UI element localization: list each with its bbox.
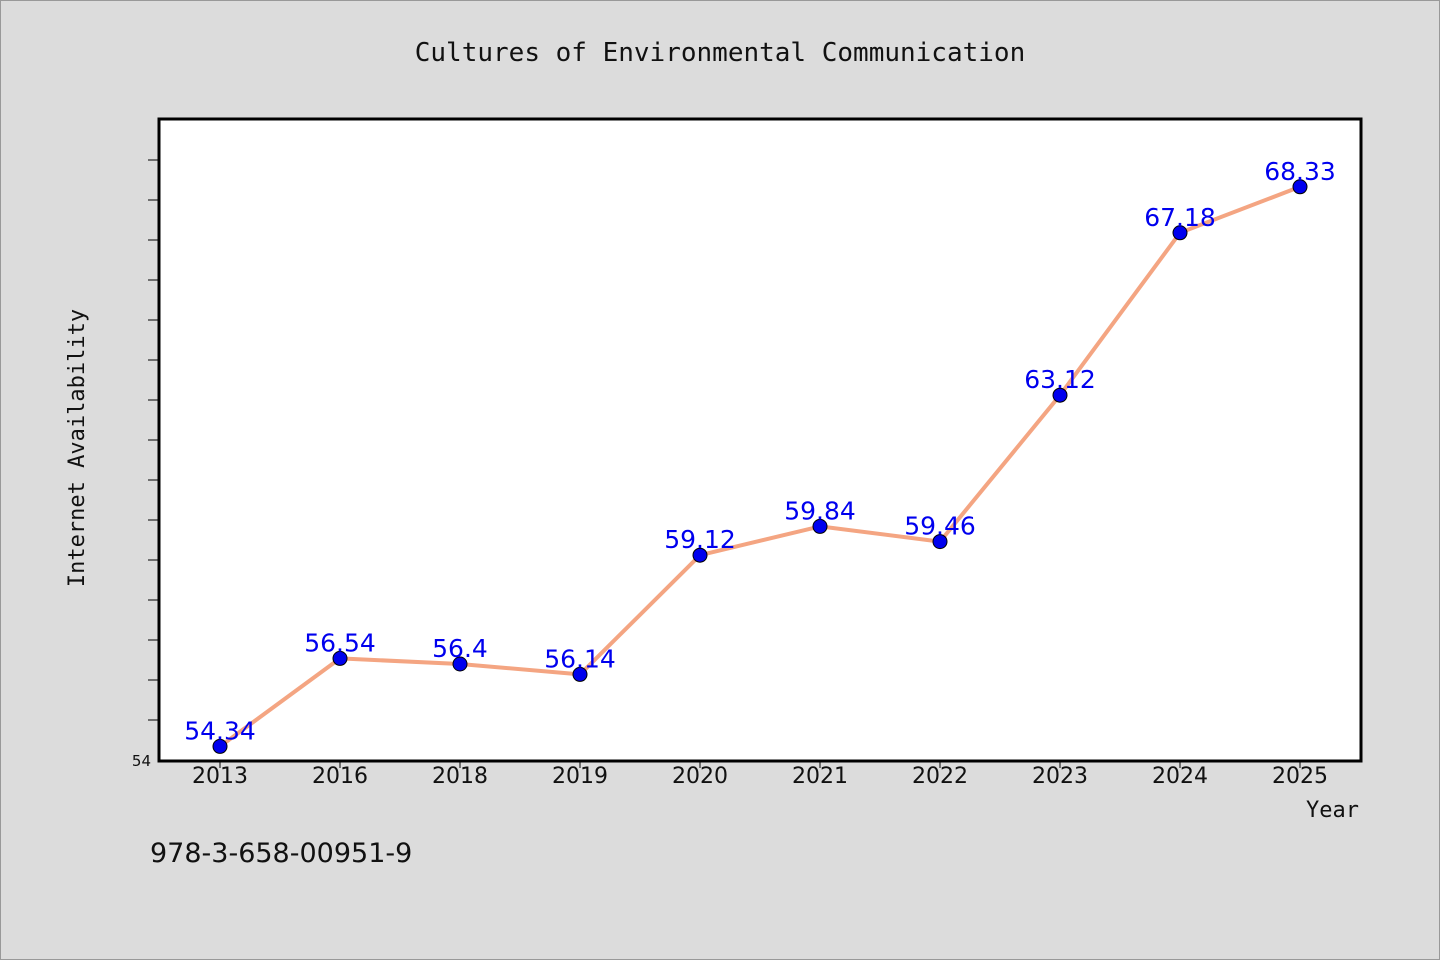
- footer-id: 978-3-658-00951-9: [150, 838, 412, 869]
- data-label: 59.84: [784, 496, 856, 525]
- data-point: [332, 650, 348, 666]
- data-labels: 54.34 56.54 56.4 56.14 59.12 59.84 59.46 63.12 6…: [184, 157, 1336, 746]
- x-tick-label: 2022: [912, 764, 968, 789]
- x-tick-label: 2021: [792, 764, 848, 789]
- data-label: 63.12: [1024, 365, 1096, 394]
- data-label: 56.54: [304, 628, 376, 657]
- data-point: [812, 518, 828, 534]
- plot-area: [157, 117, 1363, 763]
- data-label: 68.33: [1264, 157, 1336, 186]
- data-label: 56.4: [432, 634, 488, 663]
- data-point: [1172, 225, 1188, 241]
- x-axis-ticks: [219, 760, 1301, 768]
- y-axis-tick-label: 54: [132, 752, 151, 770]
- data-point: [212, 738, 228, 754]
- chart-title: Cultures of Environmental Communication: [415, 38, 1025, 68]
- x-tick-label: 2024: [1152, 764, 1208, 789]
- y-axis-label: Internet Availability: [65, 309, 90, 587]
- data-point: [1052, 387, 1068, 403]
- data-label: 59.12: [664, 525, 736, 554]
- data-point: [692, 547, 708, 563]
- data-label: 67.18: [1144, 203, 1216, 232]
- x-axis-label: Year: [1306, 798, 1359, 823]
- series-line: [218, 184, 1302, 749]
- x-tick-label: 2025: [1272, 764, 1328, 789]
- x-tick-label: 2020: [672, 764, 728, 789]
- data-point: [1292, 179, 1308, 195]
- x-tick-label: 2016: [312, 764, 368, 789]
- y-axis-ticks: [148, 159, 158, 721]
- x-tick-label: 2019: [552, 764, 608, 789]
- series-markers: [212, 179, 1308, 754]
- x-axis-tick-labels: 2013 2016 2018 2019 2020 2021 2022 2023 2024 2025: [192, 764, 1328, 789]
- x-tick-label: 2023: [1032, 764, 1088, 789]
- x-tick-label: 2018: [432, 764, 488, 789]
- data-point: [452, 656, 468, 672]
- data-label: 56.14: [544, 644, 616, 673]
- x-tick-label: 2013: [192, 764, 248, 789]
- data-point: [932, 534, 948, 550]
- data-point: [572, 666, 588, 682]
- series-line-group: [218, 184, 1302, 749]
- data-label: 59.46: [904, 512, 976, 541]
- data-label: 54.34: [184, 716, 256, 745]
